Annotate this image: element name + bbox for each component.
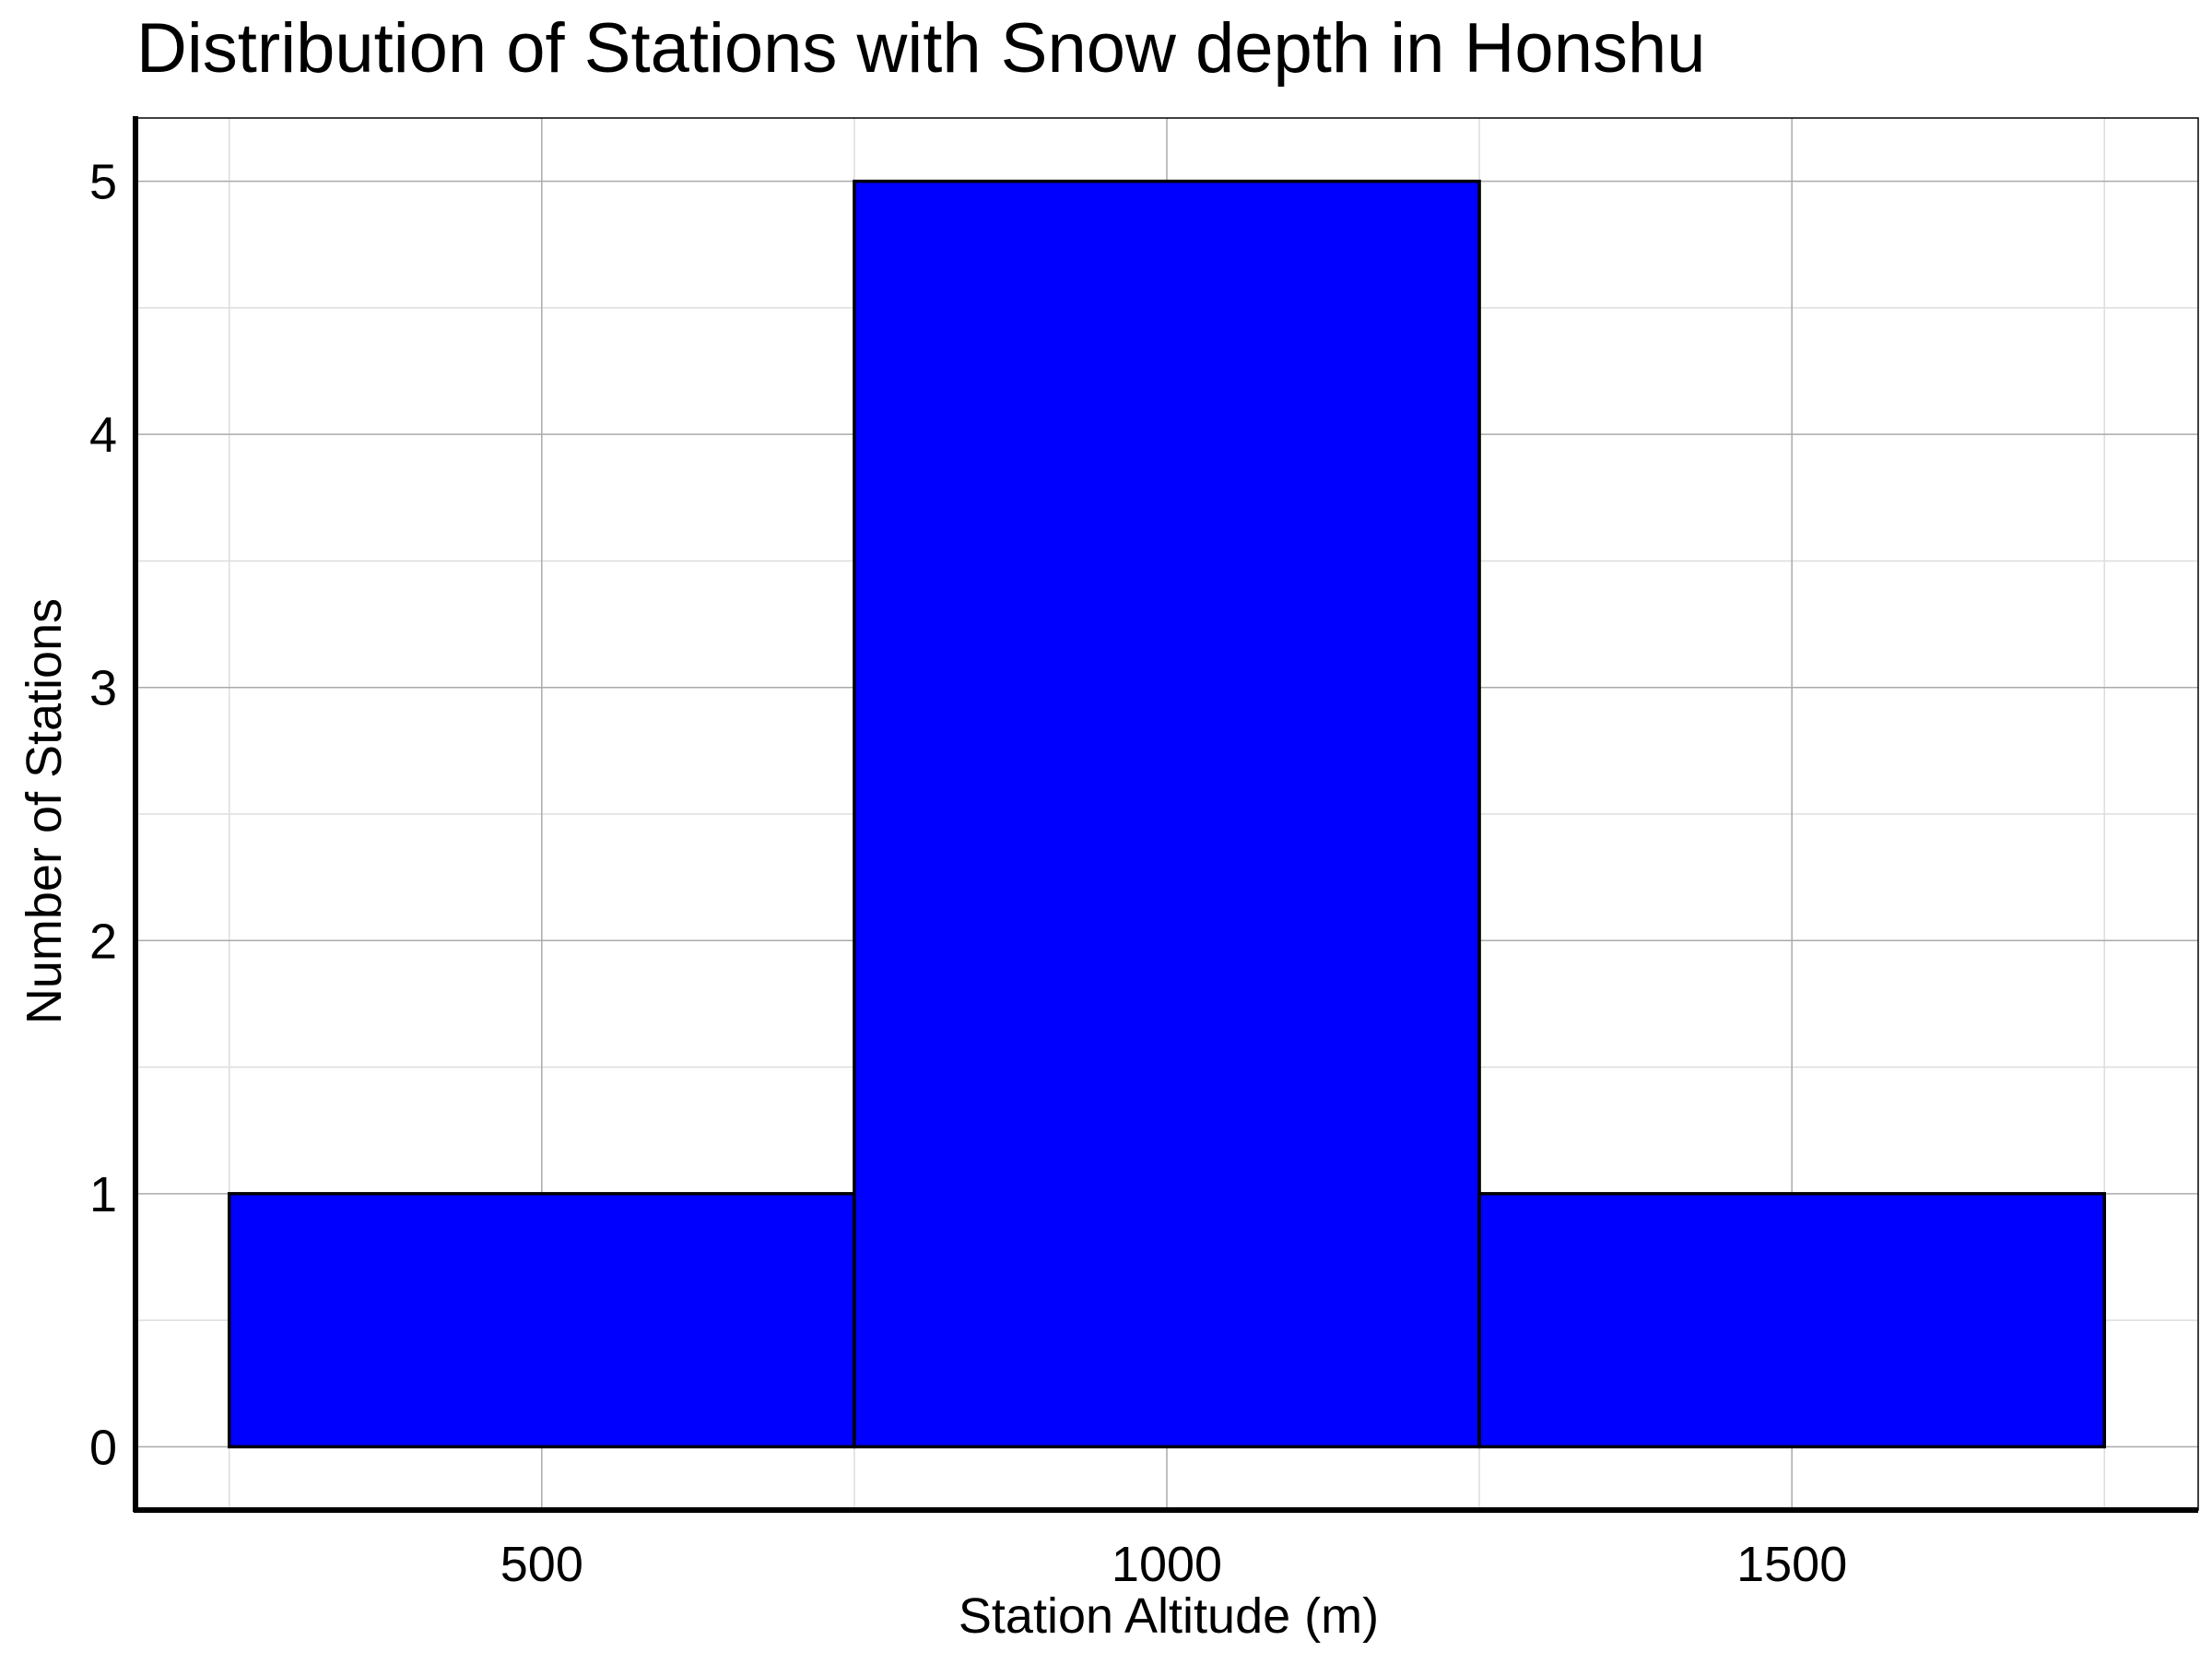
y-tick-label: 1	[89, 1167, 117, 1222]
y-axis-label: Number of Stations	[17, 598, 72, 1024]
axes	[133, 116, 2199, 1513]
y-tick-label: 3	[89, 661, 117, 716]
x-tick-label: 500	[500, 1537, 583, 1592]
y-tick-label: 0	[89, 1420, 117, 1475]
histogram-bar	[853, 179, 1481, 1449]
histogram-bar	[227, 1192, 856, 1449]
chart-title: Distribution of Stations with Snow depth…	[136, 9, 1706, 88]
y-tick-label: 4	[89, 407, 117, 463]
y-tick-label: 5	[89, 155, 117, 210]
histogram-bar	[1477, 1192, 2107, 1449]
y-tick-label: 2	[89, 914, 117, 969]
y-tick-labels: 0 1 2 3 4 5	[89, 155, 117, 1476]
histogram-bars	[227, 179, 2107, 1449]
x-axis-label: Station Altitude (m)	[959, 1588, 1379, 1644]
x-tick-label: 1500	[1736, 1537, 1847, 1592]
x-tick-label: 1000	[1112, 1537, 1222, 1592]
x-tick-labels: 500 1000 1500	[500, 1537, 1847, 1592]
